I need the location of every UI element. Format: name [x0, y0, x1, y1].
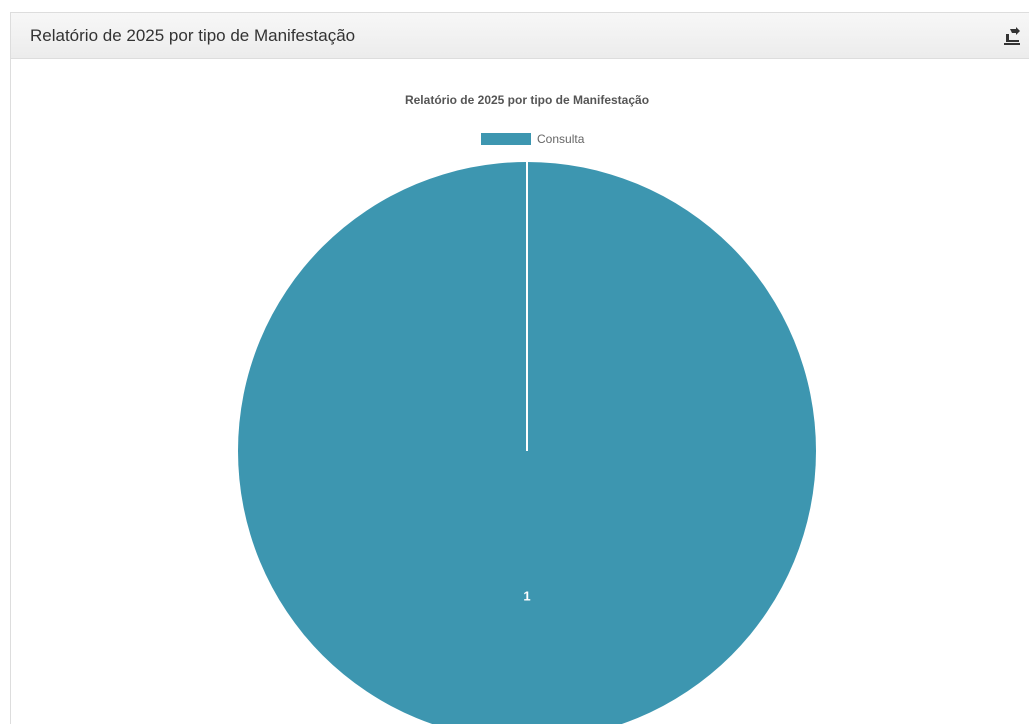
report-panel: Relatório de 2025 por tipo de Manifestaç… — [10, 12, 1029, 724]
pie-chart: Relatório de 2025 por tipo de Manifestaç… — [238, 93, 816, 724]
panel-title: Relatório de 2025 por tipo de Manifestaç… — [30, 26, 356, 45]
legend-swatch[interactable] — [481, 133, 531, 145]
chart-title: Relatório de 2025 por tipo de Manifestaç… — [405, 93, 649, 107]
pie-labels: 1 — [523, 589, 530, 604]
panel-header: Relatório de 2025 por tipo de Manifestaç… — [11, 13, 1029, 59]
chart-legend: Consulta — [481, 132, 585, 146]
legend-label[interactable]: Consulta — [537, 132, 585, 146]
chart-area: Relatório de 2025 por tipo de Manifestaç… — [11, 59, 1029, 724]
pie-slices — [238, 162, 816, 724]
export-icon[interactable] — [1001, 25, 1023, 47]
slice-value-label: 1 — [523, 589, 530, 604]
